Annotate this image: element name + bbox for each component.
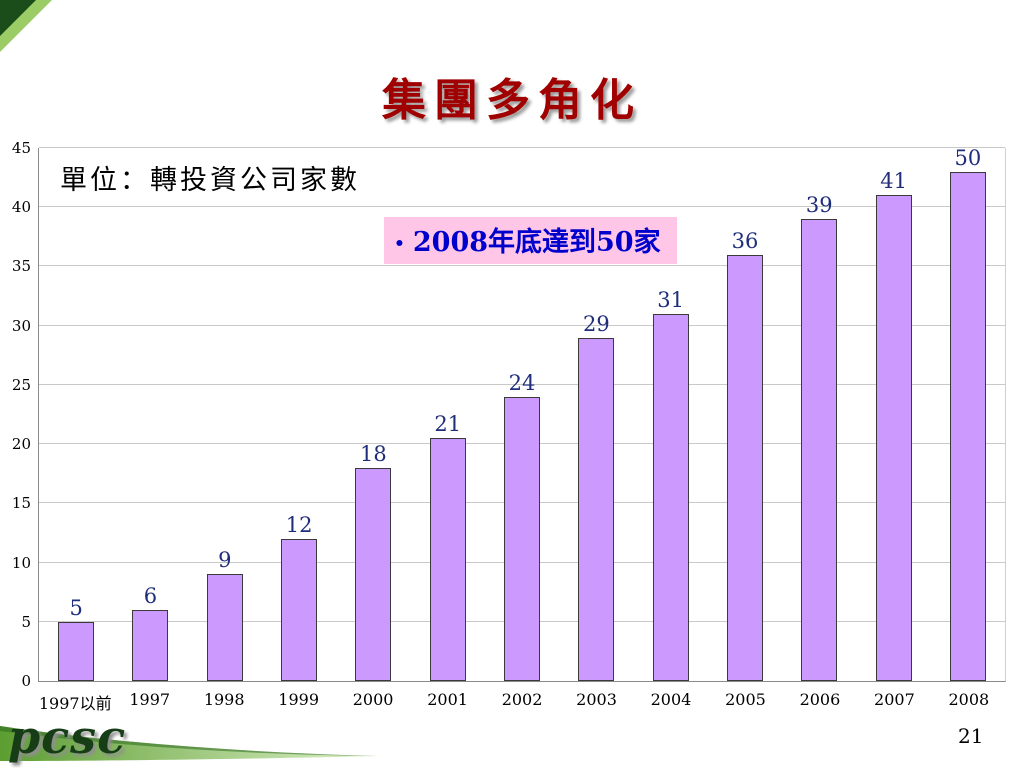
bar-slot: 21 xyxy=(411,148,485,681)
gridline xyxy=(39,265,1005,267)
bar-value-label: 41 xyxy=(880,169,907,194)
bar xyxy=(652,313,689,681)
gridline xyxy=(39,147,1005,148)
bar-value-label: 24 xyxy=(508,370,536,395)
gridline xyxy=(39,206,1005,208)
x-axis-label: 2002 xyxy=(501,690,543,709)
bar-slot: 18 xyxy=(336,148,410,681)
x-axis: 1997以前 1997 1998 1999 2000 2001 2002 2003 2004 20… xyxy=(38,690,1006,714)
gridline xyxy=(39,383,1005,385)
page-number: 21 xyxy=(958,724,984,748)
bar-value-label: 21 xyxy=(434,412,462,437)
y-tick-label: 35 xyxy=(11,257,31,276)
bar-value-label: 6 xyxy=(143,583,158,608)
x-axis-label: 1998 xyxy=(203,690,245,709)
bar-slot: 5 xyxy=(39,148,113,681)
x-axis-label: 1999 xyxy=(278,690,319,709)
x-axis-label: 2004 xyxy=(650,690,692,709)
slide-title: 集團多角化 xyxy=(382,75,642,126)
corner-decoration xyxy=(0,0,52,52)
y-tick-label: 10 xyxy=(11,553,31,572)
bar xyxy=(58,621,95,681)
x-axis-label: 2005 xyxy=(725,690,766,709)
x-axis-label: 2006 xyxy=(799,690,841,709)
bar xyxy=(726,254,763,681)
bar-slot: 31 xyxy=(634,148,708,681)
bar-value-label: 50 xyxy=(954,146,982,170)
bar-slot: 41 xyxy=(856,148,930,681)
bar-slot: 24 xyxy=(485,148,559,681)
gridline xyxy=(39,324,1005,326)
bar xyxy=(355,467,392,681)
y-tick-label: 0 xyxy=(21,672,31,690)
y-tick-label: 45 xyxy=(11,139,31,157)
bar-slot: 6 xyxy=(113,148,187,681)
x-axis-label: 2001 xyxy=(427,690,468,709)
bar-slot: 36 xyxy=(708,148,782,681)
bar xyxy=(429,438,466,681)
bar-slot: 9 xyxy=(188,148,262,681)
bar xyxy=(206,574,243,681)
bar-slot: 50 xyxy=(931,148,1005,681)
y-tick-label: 40 xyxy=(11,198,31,217)
y-axis: 0 5 10 15 20 25 30 35 40 45 xyxy=(12,139,1005,690)
pcsc-logo: pcsc xyxy=(8,710,127,764)
bar xyxy=(132,609,169,681)
bar xyxy=(504,396,541,681)
bar xyxy=(281,538,318,681)
corner-dark-triangle xyxy=(0,0,36,36)
bar-value-label: 18 xyxy=(360,441,387,466)
x-axis-label: 2008 xyxy=(948,690,990,709)
swoosh-decoration xyxy=(0,726,378,761)
bar-value-label: 5 xyxy=(69,595,83,620)
annotation-box: • 2008年底達到50家 xyxy=(384,217,677,264)
y-tick-label: 15 xyxy=(11,494,31,513)
bar-value-label: 31 xyxy=(657,287,685,312)
y-tick-label: 5 xyxy=(21,612,31,631)
bar xyxy=(875,195,912,681)
unit-label: 單位：轉投資公司家數 xyxy=(60,165,360,196)
x-axis-label: 2003 xyxy=(576,690,617,709)
x-axis-label: 1997 xyxy=(129,690,171,709)
bar-slot: 39 xyxy=(782,148,856,681)
annotation-text: 2008年底達到50家 xyxy=(412,227,661,258)
x-axis-label: 2007 xyxy=(874,690,915,709)
bar xyxy=(578,337,615,681)
x-axis-label: 2000 xyxy=(352,690,394,709)
swoosh-shape xyxy=(0,726,378,761)
bar-slot: 12 xyxy=(262,148,336,681)
annotation-bullet: • xyxy=(394,233,405,254)
bar xyxy=(801,219,838,681)
bar-value-label: 9 xyxy=(218,548,232,573)
y-tick-label: 20 xyxy=(11,435,31,454)
x-axis-label: 1997以前 xyxy=(38,694,112,713)
plot-area: 5 6 9 12 18 21 24 29 31 36 39 41 50 0 5 10 15 20 25 30 35 40… xyxy=(12,139,1006,690)
bar-value-label: 36 xyxy=(731,228,759,253)
y-tick-label: 25 xyxy=(11,375,31,394)
bars-layer: 5 6 9 12 18 21 24 29 31 36 39 41 50 xyxy=(39,148,1005,681)
y-tick-label: 30 xyxy=(11,316,31,335)
bar-slot: 29 xyxy=(559,148,633,681)
bar-value-label: 29 xyxy=(582,311,610,336)
bar xyxy=(949,172,986,681)
bar-value-label: 39 xyxy=(805,193,833,218)
bar-value-label: 12 xyxy=(285,512,313,537)
